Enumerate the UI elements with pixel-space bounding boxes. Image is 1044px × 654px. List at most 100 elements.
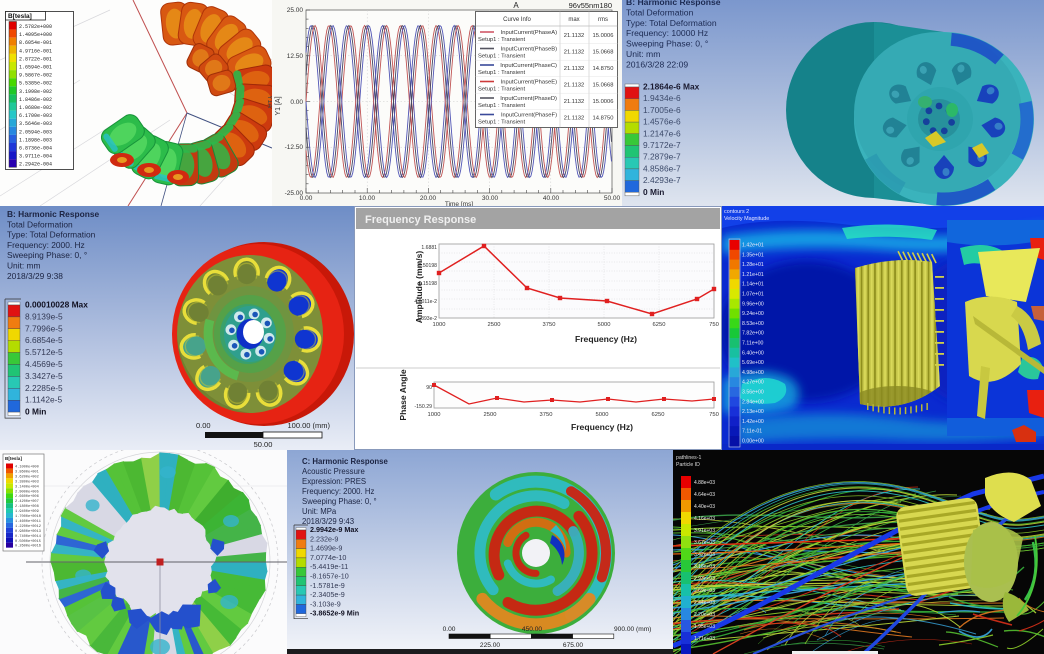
svg-text:21.1132: 21.1132 [564,66,585,72]
svg-text:675.00: 675.00 [563,642,584,649]
svg-text:1.21e+01: 1.21e+01 [742,272,764,278]
svg-text:2.9000e+005: 2.9000e+005 [15,490,39,494]
svg-text:-1.5781e-9: -1.5781e-9 [310,581,345,590]
svg-text:pathlines-1: pathlines-1 [676,455,701,461]
svg-text:10.00: 10.00 [359,195,376,202]
svg-text:2.2285e-5: 2.2285e-5 [25,383,63,393]
svg-text:B: Harmonic Response: B: Harmonic Response [626,0,721,7]
svg-text:Setup1 : Transient: Setup1 : Transient [478,103,525,109]
svg-text:Particle ID: Particle ID [676,462,700,468]
svg-text:1.2147e-6: 1.2147e-6 [643,128,681,138]
svg-text:1.7000e+0010: 1.7000e+0010 [15,515,41,519]
svg-text:14.8750: 14.8750 [593,116,614,122]
svg-text:8.53e+00: 8.53e+00 [742,321,764,327]
svg-text:3.1400e+004: 3.1400e+004 [15,485,39,489]
svg-text:0.5000e+0015: 0.5000e+0015 [15,540,41,544]
svg-text:-2.3405e-9: -2.3405e-9 [310,590,345,599]
svg-text:Frequency: 2000. Hz: Frequency: 2000. Hz [302,487,374,496]
svg-text:5000: 5000 [598,322,611,328]
svg-text:-150.29: -150.29 [414,404,432,410]
svg-text:3.91e+03: 3.91e+03 [694,528,715,534]
svg-text:3.9711e-004: 3.9711e-004 [19,154,52,160]
svg-text:Setup1 : Transient: Setup1 : Transient [478,70,525,76]
svg-text:4.40e+03: 4.40e+03 [694,504,715,510]
svg-text:7.2879e-7: 7.2879e-7 [643,152,681,162]
svg-text:3.56e+00: 3.56e+00 [742,390,764,396]
svg-text:1000: 1000 [428,412,441,418]
svg-text:4.8586e-7: 4.8586e-7 [643,163,681,173]
svg-text:6250: 6250 [653,322,666,328]
svg-text:15.0668: 15.0668 [593,83,614,89]
svg-text:1.4576e-6: 1.4576e-6 [643,117,681,127]
svg-text:Setup1 : Transient: Setup1 : Transient [478,120,525,126]
svg-text:1.28e+01: 1.28e+01 [742,262,764,268]
svg-text:3750: 3750 [543,322,556,328]
svg-text:6.6854e-5: 6.6854e-5 [25,335,63,345]
svg-text:1.1898e-003: 1.1898e-003 [19,137,52,143]
svg-text:2500: 2500 [488,322,501,328]
svg-text:90: 90 [426,385,432,391]
svg-text:1.42e+01: 1.42e+01 [742,243,764,249]
svg-text:3.3800e+003: 3.3800e+003 [15,480,39,484]
svg-text:12.50: 12.50 [287,53,304,60]
svg-text:-25.00: -25.00 [285,190,304,197]
svg-text:1.7005e-6: 1.7005e-6 [643,105,681,115]
svg-text:InputCurrent(PhaseA): InputCurrent(PhaseA) [501,30,557,36]
svg-text:2.4293e-7: 2.4293e-7 [643,175,681,185]
svg-text:5.69e+00: 5.69e+00 [742,360,764,366]
svg-text:21.1132: 21.1132 [564,83,585,89]
svg-text:Y1 [A]: Y1 [A] [275,96,282,115]
svg-text:4.9716e-001: 4.9716e-001 [19,48,52,54]
svg-text:Expression: PRES: Expression: PRES [302,477,366,486]
svg-text:0.50198: 0.50198 [419,263,438,269]
svg-text:3.5646e-003: 3.5646e-003 [19,121,52,127]
svg-text:750: 750 [709,322,719,328]
svg-text:21.1132: 21.1132 [564,99,585,105]
svg-text:4.1000e+000: 4.1000e+000 [15,466,39,470]
svg-text:4.6011e-2: 4.6011e-2 [414,299,437,305]
svg-text:0.7400e+0014: 0.7400e+0014 [15,535,41,539]
svg-text:2.1864e-6 Max: 2.1864e-6 Max [643,82,700,92]
svg-text:21.1132: 21.1132 [564,50,585,56]
svg-text:InputCurrent(PhaseF): InputCurrent(PhaseF) [501,113,557,119]
svg-text:1.9400e+009: 1.9400e+009 [15,510,39,514]
svg-text:Total Deformation: Total Deformation [7,219,73,229]
svg-text:2018/3/29 9:43: 2018/3/29 9:43 [302,517,354,526]
svg-text:2.20e+03: 2.20e+03 [694,612,715,618]
svg-text:4.27e+00: 4.27e+00 [742,380,764,386]
svg-text:1.9434e-6: 1.9434e-6 [643,93,681,103]
svg-text:max: max [568,17,579,23]
svg-text:21.1132: 21.1132 [564,33,585,39]
svg-text:3750: 3750 [540,412,553,418]
svg-text:Frequency (Hz): Frequency (Hz) [575,334,637,344]
svg-text:rms: rms [598,17,608,23]
svg-text:5.5385e-002: 5.5385e-002 [19,81,52,87]
svg-text:1.14e+01: 1.14e+01 [742,282,764,288]
svg-text:1.0680e-002: 1.0680e-002 [19,105,52,111]
svg-text:1.8486e-002: 1.8486e-002 [19,97,52,103]
svg-text:100.00 (mm): 100.00 (mm) [287,421,330,430]
svg-text:50.00: 50.00 [604,195,621,202]
svg-text:contours 2: contours 2 [724,209,749,215]
svg-text:8.9139e-5: 8.9139e-5 [25,311,63,321]
svg-text:Setup1 : Transient: Setup1 : Transient [478,54,525,60]
svg-text:Phase Angle: Phase Angle [398,369,408,420]
svg-text:Frequency Response: Frequency Response [365,214,476,226]
svg-text:1.35e+01: 1.35e+01 [742,252,764,258]
svg-text:0.9800e+0013: 0.9800e+0013 [15,530,41,534]
svg-text:InputCurrent(PhaseC): InputCurrent(PhaseC) [500,63,557,69]
svg-text:5.5712e-5: 5.5712e-5 [25,347,63,357]
svg-text:-12.50: -12.50 [285,144,304,151]
svg-text:Velocity Magnitude: Velocity Magnitude [724,216,769,222]
svg-text:6.40e+00: 6.40e+00 [742,350,764,356]
svg-text:Y1A: Y1A [266,95,272,109]
svg-text:Frequency (Hz): Frequency (Hz) [571,422,633,432]
svg-text:8.6054e-001: 8.6054e-001 [19,40,52,46]
svg-text:0.00: 0.00 [443,626,456,633]
svg-text:Type: Total Deformation: Type: Total Deformation [626,18,717,28]
svg-text:-8.1657e-10: -8.1657e-10 [310,572,349,581]
svg-text:0.00: 0.00 [196,421,211,430]
svg-text:2.44e+03: 2.44e+03 [694,600,715,606]
svg-text:Sweeping Phase: 0, °: Sweeping Phase: 0, ° [302,497,377,506]
svg-text:9.7172e-7: 9.7172e-7 [643,140,681,150]
